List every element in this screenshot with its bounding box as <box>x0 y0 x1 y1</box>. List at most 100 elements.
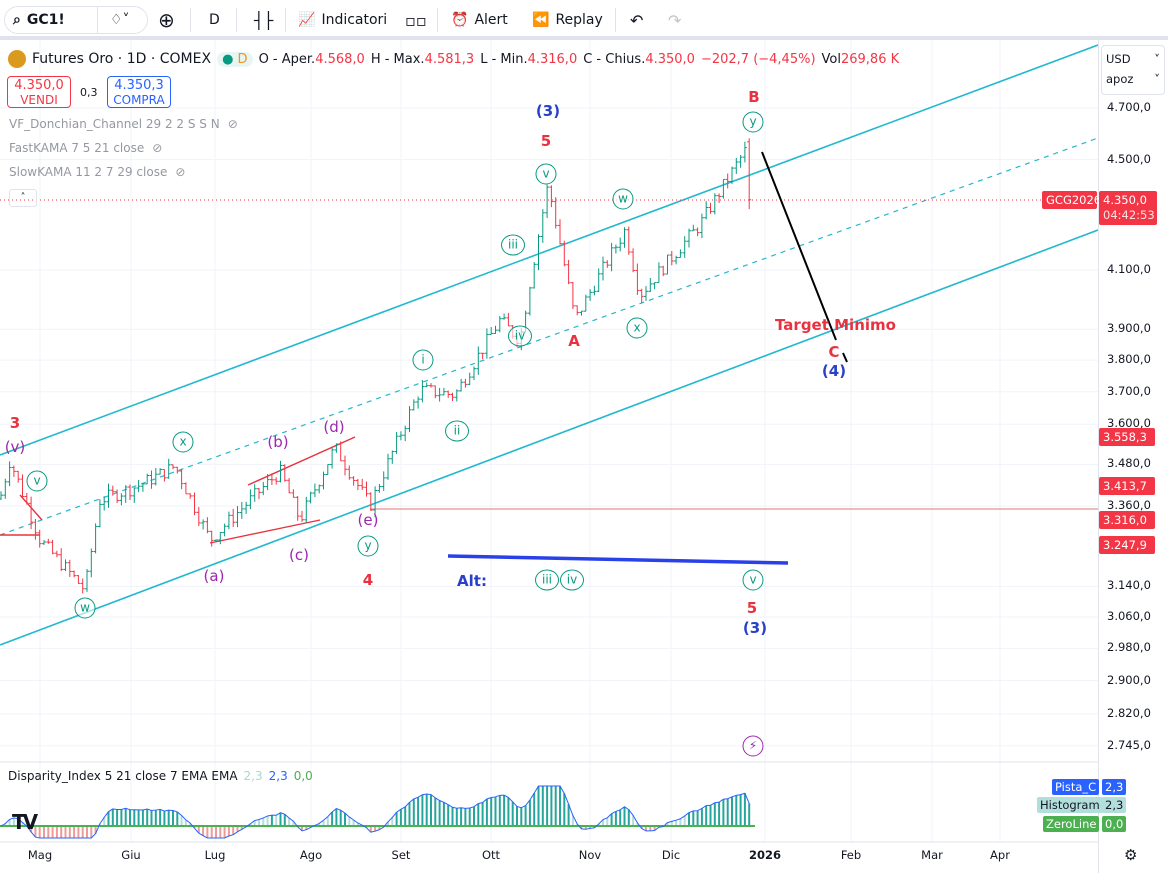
indicator-fastkama[interactable]: FastKAMA 7 5 21 close ⊘ <box>9 141 162 155</box>
eye-hidden-icon[interactable]: ⊘ <box>175 165 186 179</box>
wave-label[interactable]: (v) <box>4 438 26 456</box>
scale-dropdown[interactable]: apoz ˅ <box>1106 72 1160 86</box>
wave-label[interactable]: x <box>626 317 648 339</box>
sell-button[interactable]: 4.350,0 VENDI <box>7 76 71 108</box>
wave-label[interactable]: y <box>742 111 764 133</box>
channel-lower-line <box>0 229 1098 646</box>
time-axis-label: 2026 <box>748 848 782 862</box>
wave-label[interactable]: w <box>74 597 96 619</box>
indicator-donchian[interactable]: VF_Donchian_Channel 29 2 2 S S N ⊘ <box>9 117 238 131</box>
wave-label[interactable]: iii <box>535 569 559 591</box>
replay-button[interactable]: ⏪ Replay <box>532 6 603 34</box>
wave-label[interactable]: 4 <box>362 571 374 589</box>
wave-label[interactable]: C <box>828 343 840 361</box>
wave-label[interactable]: y <box>357 535 379 557</box>
collapse-legend-button[interactable]: ˄ <box>9 189 37 207</box>
compare-diamond-icon[interactable]: ♢˅ <box>110 12 130 28</box>
rewind-icon: ⏪ <box>532 12 550 28</box>
time-axis-label: Giu <box>121 848 141 862</box>
add-symbol-icon[interactable]: ⊕ <box>158 8 175 32</box>
price-tick: 3.060,0 <box>1107 608 1151 623</box>
wave-label[interactable]: B <box>748 88 760 106</box>
settings-gear-icon[interactable]: ⚙ <box>1124 846 1138 864</box>
price-tick: 3.600,0 <box>1107 416 1151 431</box>
buy-price: 4.350,3 <box>114 78 164 93</box>
bar-countdown: 04:42:53 <box>1103 208 1155 222</box>
tradingview-logo[interactable]: TV <box>12 810 38 834</box>
wave-label[interactable]: i <box>412 349 434 371</box>
alarm-clock-icon: ⏰ <box>451 12 469 28</box>
indicators-button[interactable]: 📈 Indicatori <box>298 6 387 34</box>
price-tick: 3.700,0 <box>1107 383 1151 398</box>
high-value: 4.581,3 <box>424 51 475 67</box>
wave-label[interactable]: (e) <box>357 511 379 529</box>
bar-style-icon[interactable]: ┤├ <box>254 10 274 30</box>
redo-icon[interactable]: ↷ <box>668 10 682 30</box>
last-price: 4.350,0 <box>1103 193 1147 207</box>
wave-label[interactable]: Alt: <box>457 572 487 590</box>
wave-label[interactable]: A <box>568 332 580 350</box>
open-value: 4.568,0 <box>315 51 365 67</box>
symbol-price-tag: GCG2026 <box>1042 191 1101 209</box>
symbol-title[interactable]: Futures Oro · 1D · COMEX <box>32 51 212 67</box>
projection-line-tail <box>842 352 848 363</box>
wave-label[interactable]: (b) <box>267 433 289 451</box>
zeroline-value: 0,0 <box>1102 816 1127 832</box>
oscillator-legend[interactable]: Disparity_Index 5 21 close 7 EMA EMA 2,3 2… <box>8 769 313 783</box>
wave-label[interactable]: v <box>26 470 48 492</box>
lightning-icon[interactable]: ⚡ <box>742 735 764 757</box>
low-value: 4.316,0 <box>527 51 578 67</box>
layouts-grid-icon[interactable]: ▫▫ <box>405 10 427 30</box>
osc-value: 2,3 <box>268 769 288 783</box>
interval-button[interactable]: D <box>209 12 220 28</box>
alt-trendline <box>447 554 789 565</box>
price-tick: 2.820,0 <box>1107 705 1151 720</box>
wave-label[interactable]: 5 <box>746 599 758 617</box>
wave-label[interactable]: x <box>172 431 194 453</box>
wave-label[interactable]: (3) <box>535 102 561 120</box>
histogram-label: Histogram <box>1037 797 1103 813</box>
undo-icon[interactable]: ↶ <box>630 10 644 30</box>
wave-label[interactable]: 5 <box>540 132 552 150</box>
symbol-legend: Futures Oro · 1D · COMEX ● D O - Aper.4.… <box>8 50 899 68</box>
eye-hidden-icon[interactable]: ⊘ <box>152 141 163 155</box>
wave-label[interactable]: (a) <box>203 567 225 585</box>
wave-label[interactable]: v <box>742 569 764 591</box>
price-tick: 3.900,0 <box>1107 321 1151 336</box>
symbol-search[interactable]: ⌕ GC1! ♢˅ <box>4 6 148 34</box>
price-badge: 3.558,3 <box>1099 428 1155 446</box>
wave-label[interactable]: iii <box>501 234 525 256</box>
wave-label[interactable]: 3 <box>9 414 21 432</box>
low-label: L - Min. <box>480 51 528 67</box>
wave-label[interactable]: iv <box>560 569 584 591</box>
wave-label[interactable]: (3) <box>742 619 768 637</box>
price-badge: 3.316,0 <box>1099 511 1155 529</box>
currency-unit-selector[interactable]: USD ˅ apoz ˅ <box>1101 45 1165 95</box>
time-axis-label: Ago <box>299 848 323 862</box>
wave-label[interactable]: Target Minimo <box>775 316 896 334</box>
zeroline-label: ZeroLine <box>1043 816 1100 832</box>
buy-button[interactable]: 4.350,3 COMPRA <box>107 76 171 108</box>
price-tick: 4.700,0 <box>1107 100 1151 114</box>
wave-label[interactable]: ii <box>445 420 469 442</box>
triangle-trendline <box>209 519 321 544</box>
price-chart[interactable] <box>0 40 1098 873</box>
price-axis[interactable]: USD ˅ apoz ˅ 4.700,0 4.500,0 4.100,0 3.900,0 3… <box>1098 40 1168 873</box>
indicator-label: SlowKAMA 11 2 7 29 close <box>9 165 168 179</box>
indicator-slowkama[interactable]: SlowKAMA 11 2 7 29 close ⊘ <box>9 165 185 179</box>
currency-dropdown[interactable]: USD ˅ <box>1106 52 1160 66</box>
price-badge: 3.413,7 <box>1099 477 1155 495</box>
last-price-badge: 4.350,0 04:42:53 <box>1099 191 1157 225</box>
wave-label[interactable]: w <box>612 188 634 210</box>
indicators-label: Indicatori <box>321 12 388 28</box>
eye-hidden-icon[interactable]: ⊘ <box>227 117 238 131</box>
wave-label[interactable]: iv <box>508 325 532 347</box>
wave-label[interactable]: (d) <box>323 418 345 436</box>
histogram-value: 2,3 <box>1102 797 1127 813</box>
alert-button[interactable]: ⏰ Alert <box>451 6 508 34</box>
symbol-label: GC1! <box>26 12 65 28</box>
wave-label[interactable]: (c) <box>289 546 309 564</box>
price-tick: 3.360,0 <box>1107 498 1151 513</box>
wave-label[interactable]: v <box>535 163 557 185</box>
wave-label[interactable]: (4) <box>821 362 847 380</box>
